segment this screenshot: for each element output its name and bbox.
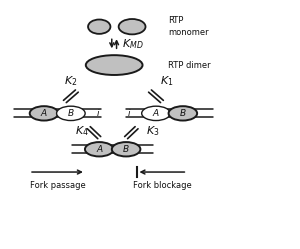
Ellipse shape xyxy=(57,106,85,121)
Text: $K_4$: $K_4$ xyxy=(75,124,89,138)
Ellipse shape xyxy=(118,19,146,34)
Ellipse shape xyxy=(30,106,58,121)
Text: $K_{MD}$: $K_{MD}$ xyxy=(122,37,143,51)
Ellipse shape xyxy=(169,106,197,121)
Text: $K_1$: $K_1$ xyxy=(160,74,174,88)
Ellipse shape xyxy=(86,55,142,75)
Ellipse shape xyxy=(112,142,140,156)
Text: B: B xyxy=(123,145,129,154)
Text: Fork passage: Fork passage xyxy=(30,182,85,190)
Ellipse shape xyxy=(142,106,170,121)
Text: A: A xyxy=(96,145,102,154)
Text: A: A xyxy=(41,109,47,118)
Ellipse shape xyxy=(85,142,113,156)
Ellipse shape xyxy=(88,19,110,34)
Text: Fork blockage: Fork blockage xyxy=(133,182,191,190)
Text: B: B xyxy=(68,109,74,118)
Text: RTP dimer: RTP dimer xyxy=(168,61,211,69)
Text: B: B xyxy=(180,109,186,118)
Text: A: A xyxy=(153,109,159,118)
Text: $K_3$: $K_3$ xyxy=(146,124,160,138)
Text: i: i xyxy=(97,109,99,118)
Text: i: i xyxy=(128,109,130,118)
Text: RTP
monomer: RTP monomer xyxy=(168,16,208,37)
Text: $K_2$: $K_2$ xyxy=(64,74,78,88)
